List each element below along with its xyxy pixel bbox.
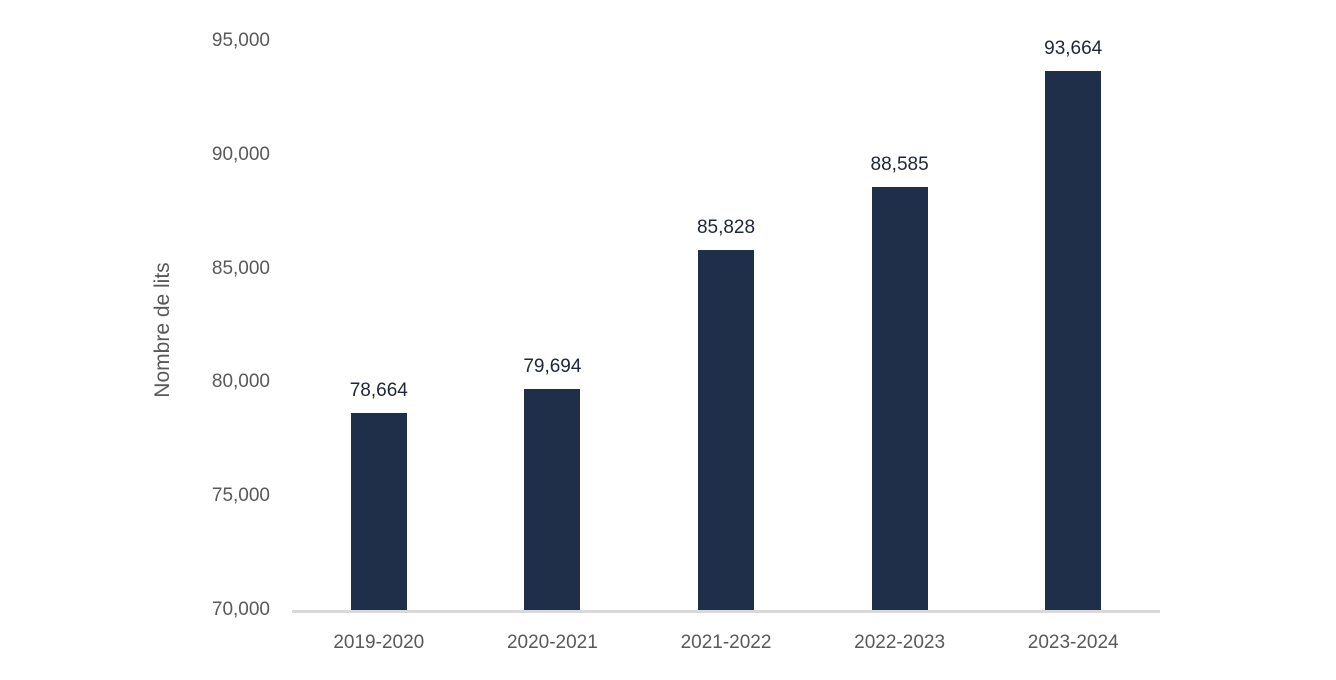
- data-label: 78,664: [349, 379, 408, 401]
- x-tick-label: 2020-2021: [506, 632, 598, 653]
- y-tick-label: 90,000: [211, 143, 270, 165]
- y-tick-label: 70,000: [211, 599, 270, 620]
- y-axis-title: Nombre de lits: [151, 262, 174, 398]
- data-label: 85,828: [696, 216, 756, 238]
- data-label: 79,694: [523, 356, 582, 378]
- bar-2020-2021: [524, 389, 581, 610]
- x-tick-label: 2019-2020: [333, 632, 425, 653]
- bar-2019-2020: [350, 412, 407, 610]
- y-tick-label: 80,000: [211, 371, 270, 393]
- bar-2023-2024: [1045, 71, 1102, 610]
- y-tick-label: 95,000: [211, 30, 270, 51]
- y-tick-label: 85,000: [211, 257, 270, 279]
- x-tick-label: 2023-2024: [1027, 632, 1119, 653]
- bar-2021-2022: [698, 249, 754, 610]
- bar-2022-2023: [871, 187, 928, 610]
- x-tick-label: 2021-2022: [680, 632, 772, 653]
- x-axis-line: [292, 610, 1160, 613]
- data-label: 93,664: [1044, 38, 1103, 60]
- data-label: 88,585: [870, 154, 929, 175]
- y-tick-label: 75,000: [211, 485, 270, 507]
- x-tick-label: 2022-2023: [854, 632, 946, 653]
